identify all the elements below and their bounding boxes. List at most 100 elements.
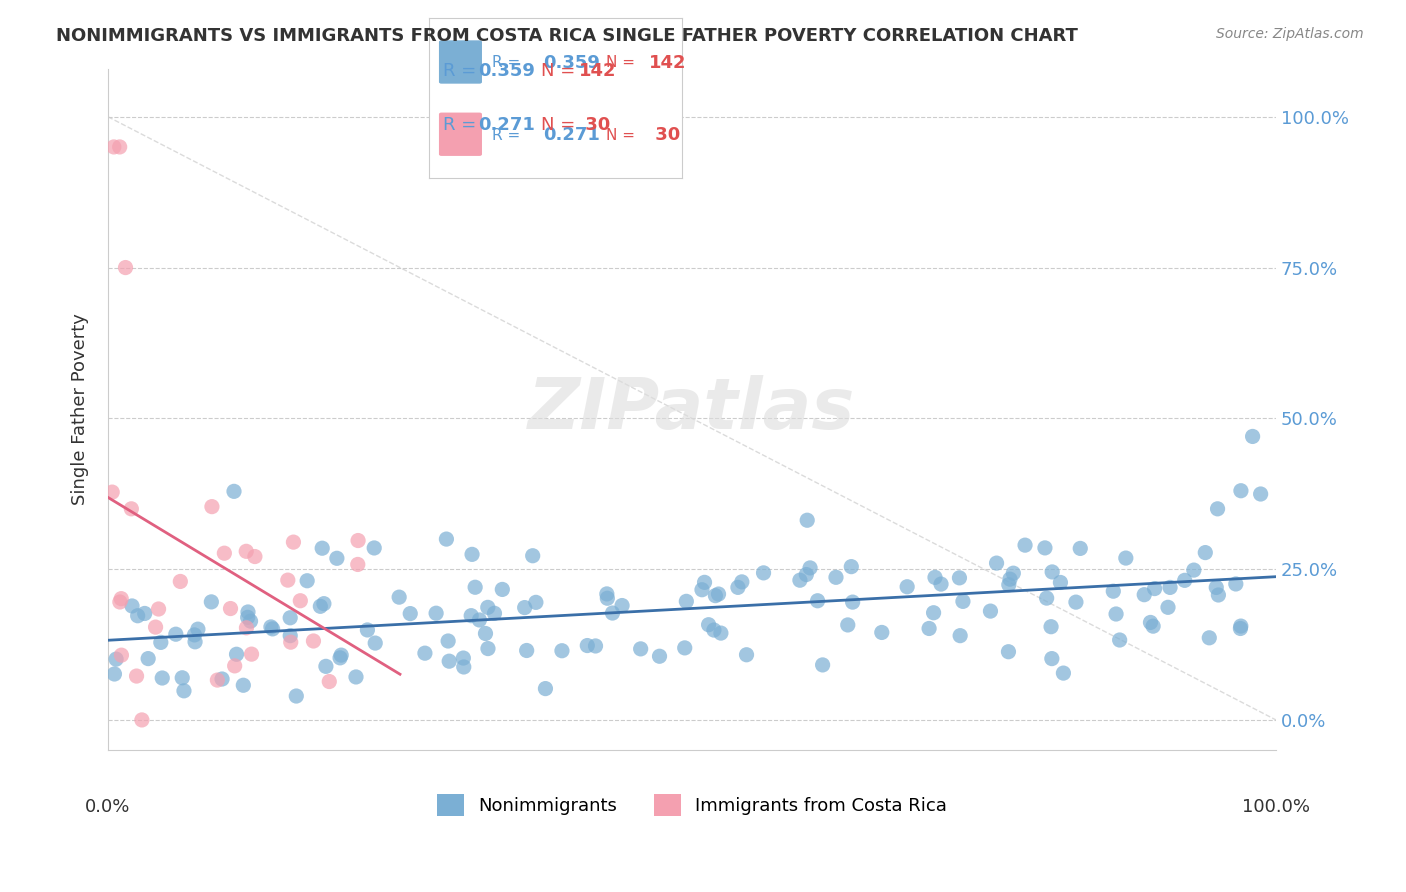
Nonimmigrants bbox=[1208, 588, 1230, 602]
Immigrants from Costa Rica bbox=[219, 601, 242, 615]
Text: 0.271: 0.271 bbox=[543, 126, 599, 144]
Nonimmigrants bbox=[326, 551, 349, 566]
Immigrants from Costa Rica bbox=[280, 635, 302, 649]
Text: N =: N = bbox=[606, 55, 636, 70]
Nonimmigrants bbox=[1230, 483, 1253, 498]
Nonimmigrants bbox=[522, 549, 544, 563]
Nonimmigrants bbox=[311, 541, 333, 556]
Text: 0.359: 0.359 bbox=[478, 62, 534, 80]
Text: R =: R = bbox=[443, 116, 482, 134]
Immigrants from Costa Rica bbox=[148, 602, 170, 616]
Nonimmigrants bbox=[239, 614, 262, 628]
Immigrants from Costa Rica bbox=[114, 260, 136, 275]
Text: N =: N = bbox=[606, 128, 636, 143]
Nonimmigrants bbox=[436, 532, 458, 546]
Nonimmigrants bbox=[1035, 591, 1057, 606]
Nonimmigrants bbox=[1040, 565, 1063, 579]
Nonimmigrants bbox=[794, 567, 817, 582]
Nonimmigrants bbox=[437, 654, 460, 668]
Nonimmigrants bbox=[811, 657, 834, 672]
Immigrants from Costa Rica bbox=[108, 595, 131, 609]
Text: 30: 30 bbox=[579, 116, 610, 134]
Nonimmigrants bbox=[551, 644, 574, 658]
Immigrants from Costa Rica bbox=[101, 485, 124, 500]
Nonimmigrants bbox=[1002, 566, 1025, 581]
Nonimmigrants bbox=[121, 599, 143, 613]
Nonimmigrants bbox=[693, 575, 716, 590]
Nonimmigrants bbox=[610, 599, 633, 613]
Nonimmigrants bbox=[1174, 574, 1197, 588]
Nonimmigrants bbox=[841, 595, 863, 609]
Nonimmigrants bbox=[1143, 582, 1166, 596]
Legend: Nonimmigrants, Immigrants from Costa Rica: Nonimmigrants, Immigrants from Costa Ric… bbox=[430, 787, 955, 822]
Nonimmigrants bbox=[707, 587, 730, 601]
Nonimmigrants bbox=[513, 600, 536, 615]
Nonimmigrants bbox=[630, 641, 652, 656]
Nonimmigrants bbox=[924, 570, 946, 584]
Nonimmigrants bbox=[232, 678, 254, 692]
Nonimmigrants bbox=[187, 622, 209, 636]
Nonimmigrants bbox=[1115, 551, 1137, 566]
Nonimmigrants bbox=[453, 660, 475, 674]
Text: N =: N = bbox=[541, 62, 575, 80]
Nonimmigrants bbox=[524, 595, 547, 609]
Nonimmigrants bbox=[278, 629, 301, 643]
Immigrants from Costa Rica bbox=[145, 620, 167, 634]
Nonimmigrants bbox=[184, 635, 207, 649]
Nonimmigrants bbox=[648, 649, 671, 664]
Nonimmigrants bbox=[1105, 607, 1128, 621]
Immigrants from Costa Rica bbox=[318, 674, 340, 689]
Nonimmigrants bbox=[225, 647, 247, 661]
Nonimmigrants bbox=[399, 607, 422, 621]
Nonimmigrants bbox=[356, 623, 378, 637]
Nonimmigrants bbox=[839, 559, 862, 574]
Nonimmigrants bbox=[1230, 619, 1253, 633]
Nonimmigrants bbox=[1139, 615, 1161, 630]
Nonimmigrants bbox=[1157, 600, 1180, 615]
Nonimmigrants bbox=[464, 580, 486, 594]
Nonimmigrants bbox=[516, 643, 538, 657]
Immigrants from Costa Rica bbox=[290, 593, 312, 607]
Nonimmigrants bbox=[165, 627, 187, 641]
Nonimmigrants bbox=[262, 622, 284, 636]
Nonimmigrants bbox=[576, 639, 599, 653]
Nonimmigrants bbox=[222, 484, 245, 499]
Nonimmigrants bbox=[918, 622, 941, 636]
Nonimmigrants bbox=[491, 582, 513, 597]
Nonimmigrants bbox=[1133, 588, 1156, 602]
Nonimmigrants bbox=[388, 590, 411, 604]
Nonimmigrants bbox=[295, 574, 318, 588]
Text: Source: ZipAtlas.com: Source: ZipAtlas.com bbox=[1216, 27, 1364, 41]
Text: 0.271: 0.271 bbox=[478, 116, 534, 134]
Nonimmigrants bbox=[453, 651, 475, 665]
Nonimmigrants bbox=[103, 667, 125, 681]
Text: N =: N = bbox=[541, 116, 575, 134]
Nonimmigrants bbox=[1241, 429, 1264, 443]
Immigrants from Costa Rica bbox=[240, 647, 263, 661]
Immigrants from Costa Rica bbox=[110, 648, 132, 662]
Nonimmigrants bbox=[710, 626, 733, 640]
Nonimmigrants bbox=[735, 648, 758, 662]
Nonimmigrants bbox=[1040, 651, 1063, 665]
Nonimmigrants bbox=[172, 671, 194, 685]
Nonimmigrants bbox=[796, 513, 818, 527]
Immigrants from Costa Rica bbox=[207, 673, 229, 687]
Nonimmigrants bbox=[1064, 595, 1087, 609]
Nonimmigrants bbox=[799, 561, 821, 575]
Immigrants from Costa Rica bbox=[347, 533, 370, 548]
Text: 142: 142 bbox=[650, 54, 686, 71]
Nonimmigrants bbox=[986, 556, 1008, 570]
Nonimmigrants bbox=[329, 650, 352, 665]
Nonimmigrants bbox=[979, 604, 1001, 618]
Nonimmigrants bbox=[596, 587, 619, 601]
Nonimmigrants bbox=[236, 610, 259, 624]
Nonimmigrants bbox=[236, 605, 259, 619]
Nonimmigrants bbox=[150, 671, 173, 685]
Nonimmigrants bbox=[837, 618, 859, 632]
Nonimmigrants bbox=[149, 635, 172, 649]
Nonimmigrants bbox=[922, 606, 945, 620]
Text: R =: R = bbox=[492, 128, 526, 143]
Immigrants from Costa Rica bbox=[224, 658, 246, 673]
Immigrants from Costa Rica bbox=[346, 558, 368, 572]
Nonimmigrants bbox=[704, 589, 727, 603]
